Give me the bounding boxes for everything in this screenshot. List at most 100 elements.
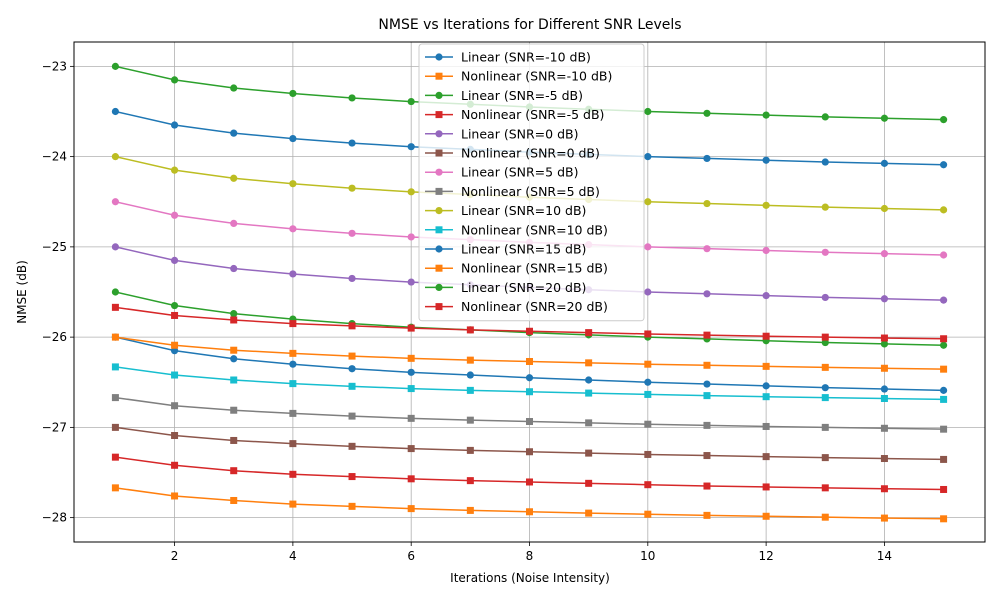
legend-label: Nonlinear (SNR=0 dB) — [461, 146, 600, 161]
data-point — [111, 153, 120, 161]
data-point — [940, 395, 948, 403]
data-point — [466, 446, 474, 454]
legend-item: Linear (SNR=-10 dB) — [425, 50, 591, 65]
data-point — [762, 483, 770, 491]
data-point — [526, 357, 533, 365]
legend-label: Linear (SNR=5 dB) — [461, 165, 578, 180]
y-tick-label: −24 — [42, 150, 67, 164]
x-tick-label: 6 — [407, 549, 415, 563]
data-point — [348, 365, 356, 373]
data-point — [289, 470, 297, 478]
data-point — [821, 384, 829, 392]
data-point — [939, 296, 948, 304]
legend-item: Linear (SNR=0 dB) — [425, 126, 578, 141]
data-point — [111, 107, 120, 116]
legend-label: Nonlinear (SNR=-10 dB) — [461, 69, 612, 84]
data-point — [585, 479, 593, 487]
data-point — [348, 139, 356, 147]
data-point — [703, 511, 711, 519]
data-point — [170, 166, 179, 174]
y-tick-label: −27 — [42, 420, 67, 434]
data-point — [940, 455, 948, 463]
data-point — [170, 121, 179, 129]
series-14 — [111, 303, 948, 343]
data-point — [407, 278, 415, 286]
data-point — [880, 334, 888, 342]
data-point — [762, 422, 770, 430]
data-point — [585, 329, 593, 337]
data-point — [526, 388, 533, 396]
legend-item: Linear (SNR=10 dB) — [425, 203, 586, 218]
data-point — [230, 174, 238, 182]
data-point — [644, 510, 652, 518]
data-point — [762, 393, 770, 401]
data-point — [407, 324, 415, 332]
data-point — [821, 248, 829, 256]
data-point — [644, 288, 652, 296]
data-point — [703, 482, 711, 490]
data-point — [644, 390, 652, 398]
data-point — [880, 455, 888, 463]
legend-label: Nonlinear (SNR=20 dB) — [461, 299, 608, 314]
data-point — [880, 250, 889, 258]
data-point — [644, 360, 652, 368]
x-axis-label: Iterations (Noise Intensity) — [450, 571, 610, 585]
legend-item: Nonlinear (SNR=-5 dB) — [425, 107, 604, 122]
data-point — [585, 389, 593, 397]
data-point — [170, 256, 179, 265]
legend-swatch-marker — [435, 111, 443, 119]
y-tick-label: −26 — [42, 330, 67, 344]
data-point — [466, 371, 474, 379]
data-point — [466, 356, 474, 364]
y-axis-label: NMSE (dB) — [15, 260, 29, 324]
data-point — [348, 473, 356, 481]
data-point — [171, 402, 179, 410]
y-tick-label: −23 — [42, 59, 67, 73]
data-point — [230, 496, 238, 504]
data-point — [111, 198, 120, 206]
series-1 — [111, 333, 948, 394]
legend-swatch-marker — [435, 130, 443, 138]
data-point — [466, 506, 474, 514]
data-point — [644, 243, 652, 251]
legend-item: Linear (SNR=15 dB) — [425, 242, 586, 257]
data-point — [171, 341, 179, 349]
legend-label: Nonlinear (SNR=5 dB) — [461, 184, 600, 199]
data-point — [821, 293, 829, 302]
data-point — [526, 327, 533, 335]
legend-label: Linear (SNR=0 dB) — [461, 126, 578, 141]
data-point — [170, 76, 179, 84]
data-point — [939, 341, 948, 349]
data-point — [230, 310, 238, 318]
data-point — [171, 492, 179, 500]
data-point — [111, 243, 120, 251]
data-point — [171, 311, 179, 319]
data-point — [821, 203, 829, 211]
legend-swatch-marker — [435, 264, 443, 272]
data-point — [644, 378, 652, 386]
data-point — [230, 436, 238, 444]
legend-item: Nonlinear (SNR=15 dB) — [425, 261, 608, 276]
data-point — [939, 386, 948, 394]
data-point — [821, 113, 829, 121]
data-point — [111, 363, 119, 371]
x-tick-label: 2 — [171, 549, 179, 563]
y-axis-ticks: −28 −27 −26 −25 −24 −23 — [42, 59, 74, 525]
data-point — [880, 204, 889, 213]
data-point — [230, 467, 238, 475]
data-point — [348, 274, 356, 283]
data-point — [821, 423, 829, 431]
data-point — [407, 233, 415, 241]
data-point — [880, 114, 889, 122]
data-point — [171, 371, 179, 379]
series-10 — [111, 363, 948, 403]
data-point — [762, 111, 770, 119]
data-point — [585, 419, 593, 427]
data-point — [762, 292, 770, 300]
legend-label: Nonlinear (SNR=10 dB) — [461, 222, 608, 237]
data-point — [644, 198, 652, 206]
series-4 — [111, 453, 948, 493]
data-point — [230, 264, 238, 273]
data-point — [289, 89, 297, 98]
